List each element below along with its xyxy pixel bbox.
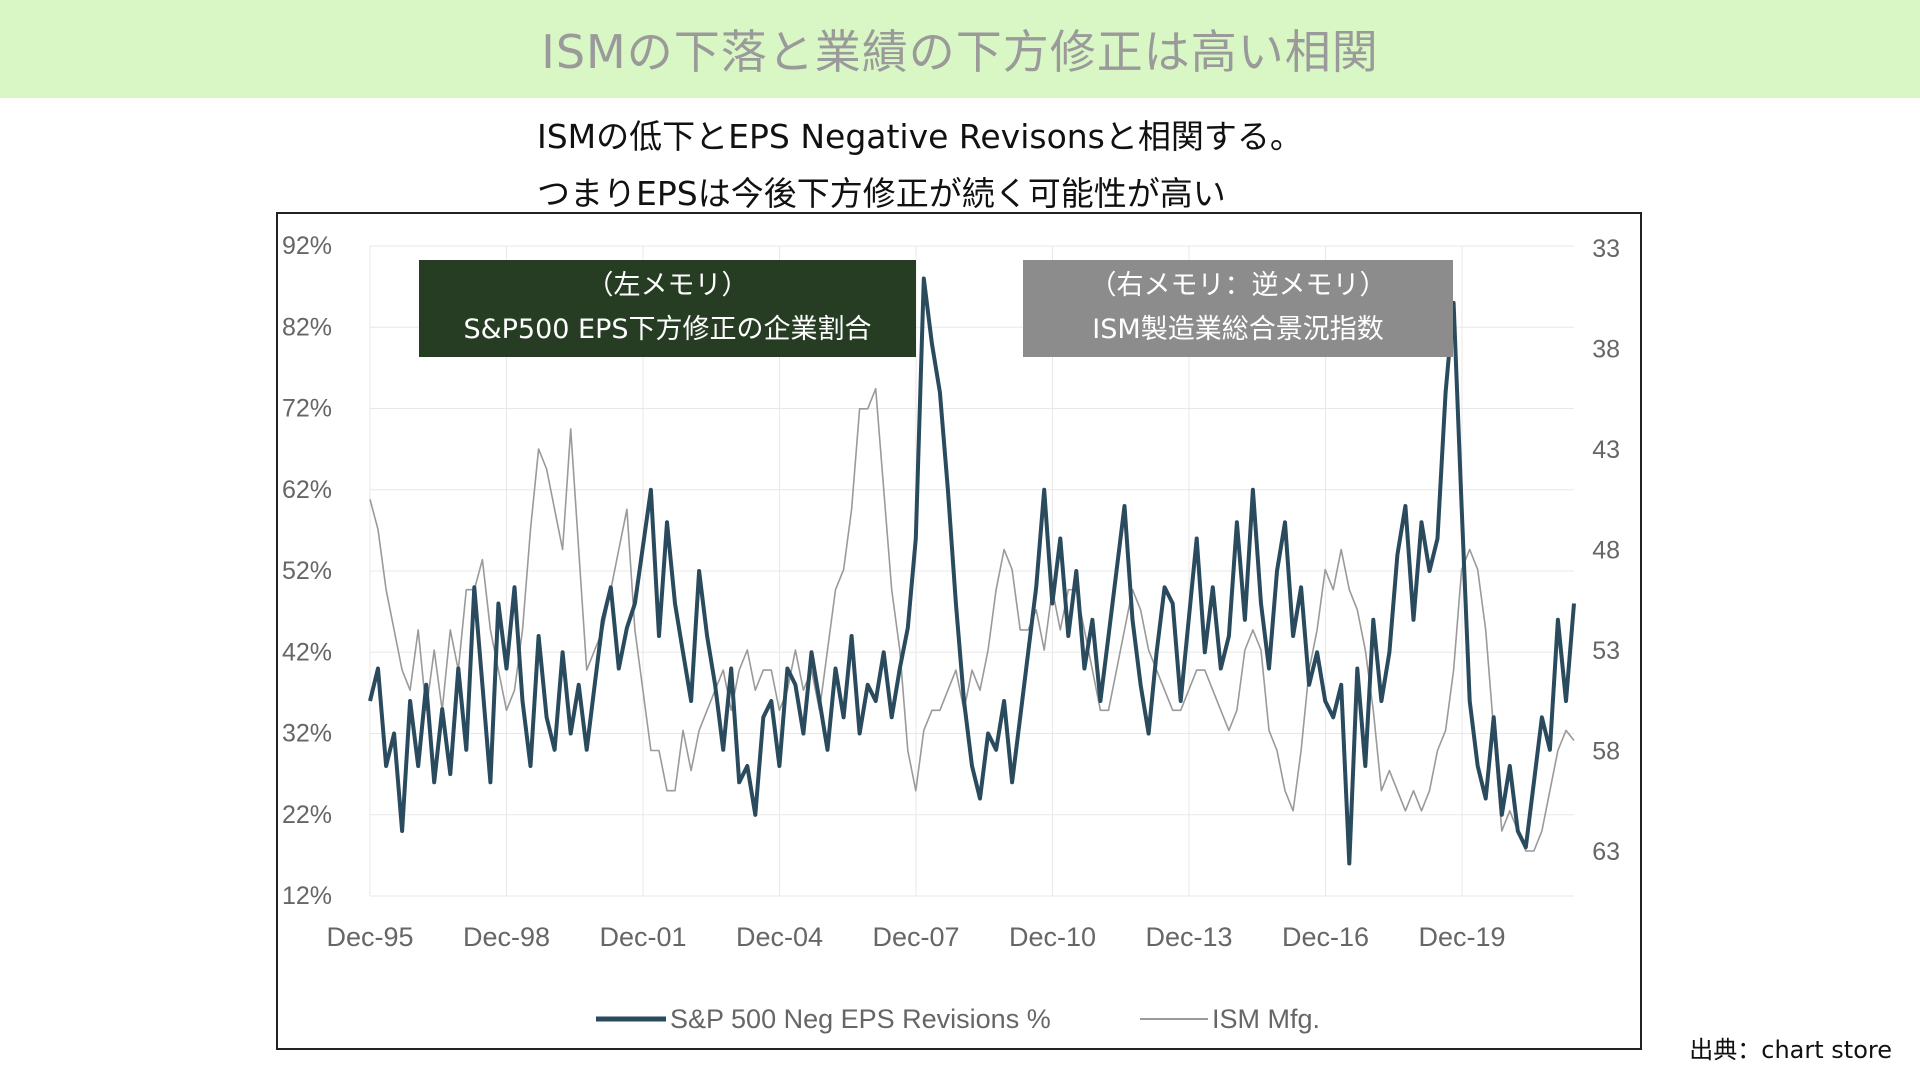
subtitle-line-2: つまりEPSは今後下方修正が続く可能性が高い <box>537 174 1226 213</box>
y-right-tick-label: 53 <box>1592 637 1620 665</box>
y-left-tick-label: 12% <box>282 882 332 910</box>
x-tick-label: Dec-19 <box>1418 922 1505 952</box>
chart-frame: 92% 82% 72% 62% 52% 42% 32% 22% 12% Dec-95 Dec-98 D… <box>276 212 1642 1050</box>
x-tick-label: Dec-10 <box>1009 922 1096 952</box>
x-tick-label: Dec-07 <box>872 922 959 952</box>
left-axis-annotation-line-2: S&P500 EPS下方修正の企業割合 <box>463 314 871 345</box>
right-axis-annotation-line-1: （右メモリ：逆メモリ） <box>1090 270 1387 301</box>
y-left-tick-label: 32% <box>282 720 332 748</box>
y-right-tick-label: 63 <box>1592 838 1620 866</box>
x-tick-label: Dec-95 <box>326 922 413 952</box>
y-left-tick-label: 92% <box>282 232 332 260</box>
y-left-tick-label: 22% <box>282 801 332 829</box>
y-right-tick-label: 43 <box>1592 436 1620 464</box>
title-banner: ISMの下落と業績の下方修正は高い相関 <box>0 0 1920 98</box>
y-left-tick-label: 52% <box>282 557 332 585</box>
right-axis-annotation-line-2: ISM製造業総合景況指数 <box>1092 314 1383 345</box>
ism-mfg-line <box>369 387 1575 852</box>
y-right-tick-label: 58 <box>1592 738 1620 766</box>
eps-revisions-line <box>368 276 1576 866</box>
x-tick-label: Dec-04 <box>736 922 823 952</box>
x-tick-label: Dec-16 <box>1282 922 1369 952</box>
x-tick-label: Dec-98 <box>463 922 550 952</box>
y-right-tick-label: 48 <box>1592 537 1620 565</box>
y-right-tick-label: 38 <box>1592 336 1620 364</box>
y-right-tick-label: 33 <box>1592 235 1620 263</box>
right-axis-annotation <box>1023 260 1453 357</box>
source-note: 出典：chart store <box>1689 1036 1892 1064</box>
subtitle-block: ISMの低下とEPS Negative Revisonsと相関する。 つまりEP… <box>537 108 1303 222</box>
y-left-tick-label: 82% <box>282 313 332 341</box>
subtitle-line-1: ISMの低下とEPS Negative Revisonsと相関する。 <box>537 117 1303 156</box>
line-chart: 92% 82% 72% 62% 52% 42% 32% 22% 12% Dec-95 Dec-98 D… <box>282 232 1620 1034</box>
page-title: ISMの下落と業績の下方修正は高い相関 <box>541 25 1379 79</box>
y-left-tick-label: 62% <box>282 476 332 504</box>
legend-ism-label: ISM Mfg. <box>1212 1004 1320 1034</box>
x-tick-label: Dec-01 <box>599 922 686 952</box>
left-axis-annotation-line-1: （左メモリ） <box>587 270 749 301</box>
left-axis-annotation <box>419 260 916 357</box>
legend-eps-label: S&P 500 Neg EPS Revisions % <box>670 1004 1051 1034</box>
y-left-tick-label: 72% <box>282 395 332 423</box>
y-left-tick-label: 42% <box>282 638 332 666</box>
x-tick-label: Dec-13 <box>1145 922 1232 952</box>
